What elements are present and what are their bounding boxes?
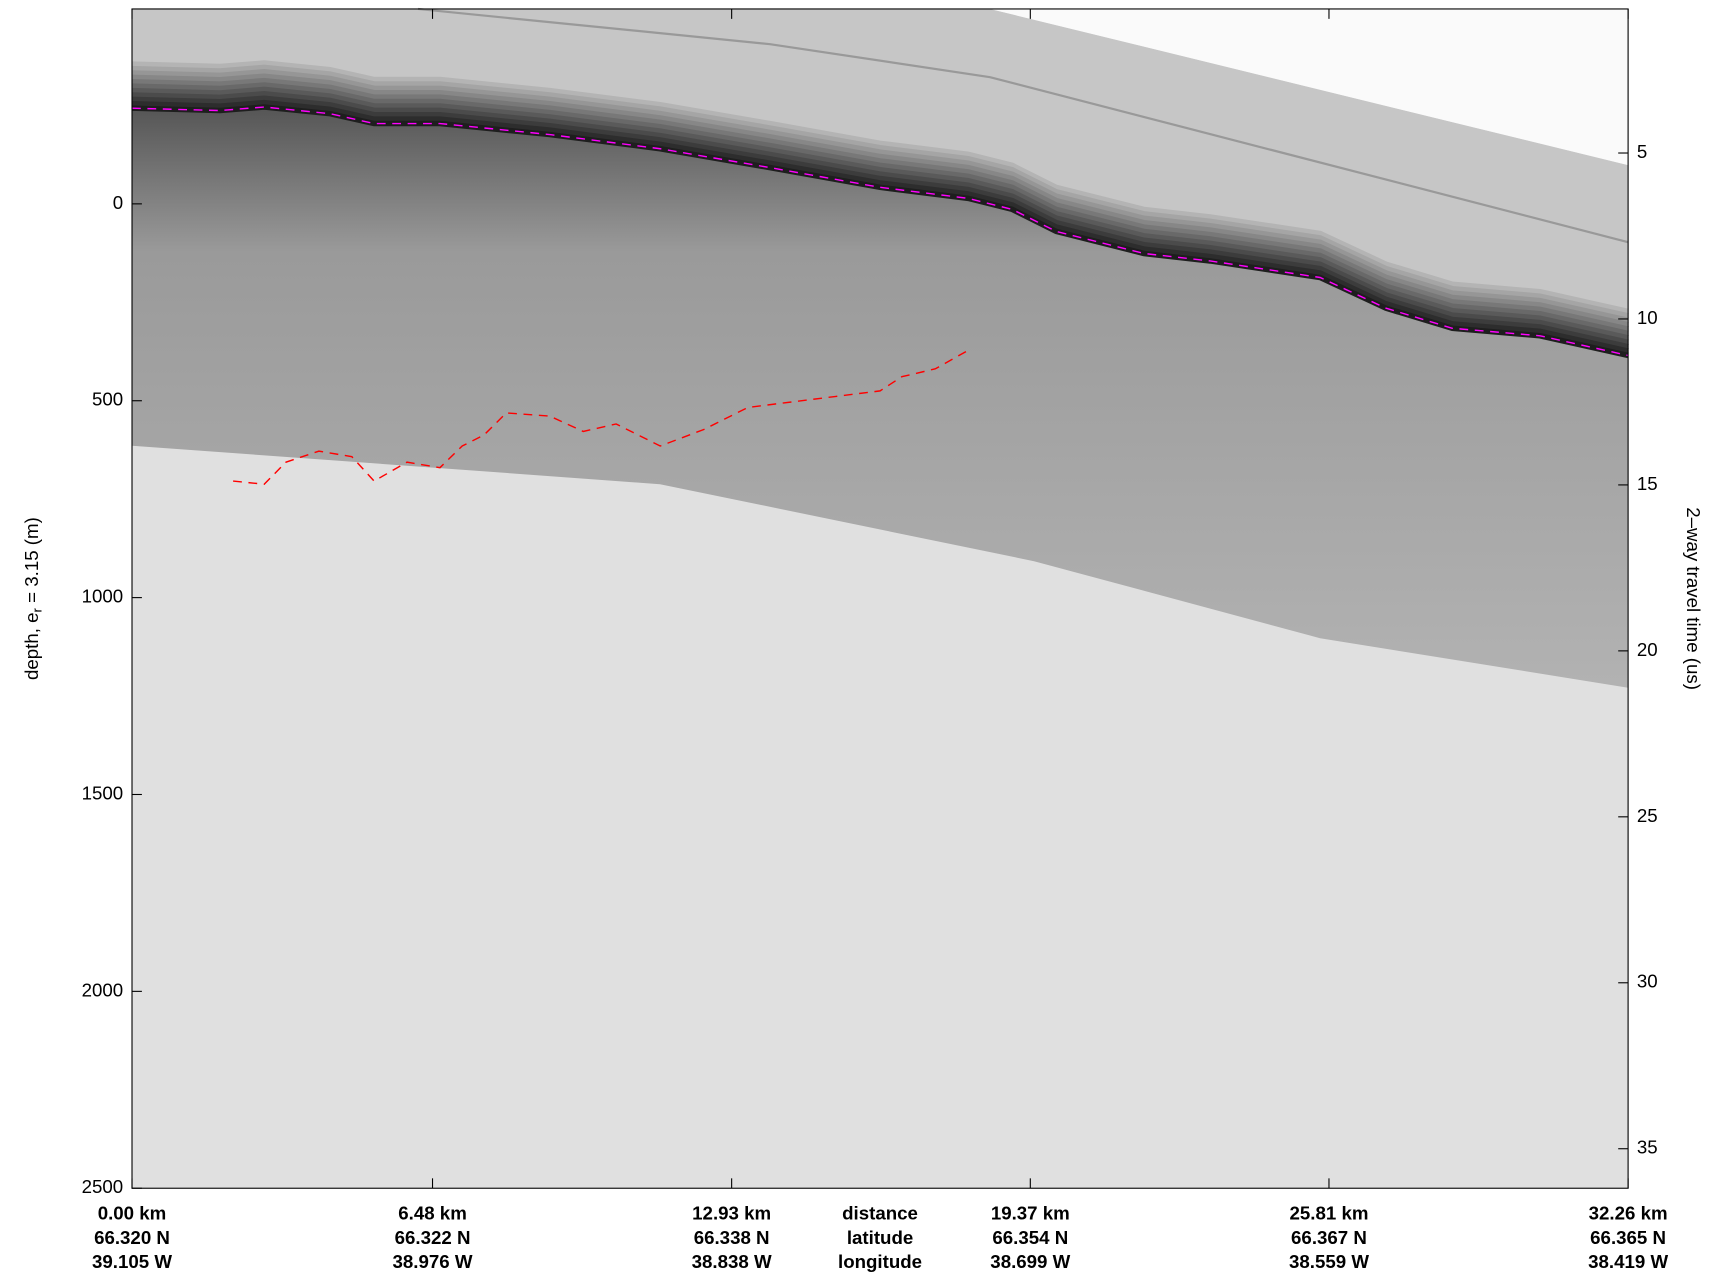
pick-line bbox=[131, 106, 1629, 357]
y2-tick-label: 15 bbox=[1637, 473, 1658, 494]
y-tick-label: 2500 bbox=[82, 1176, 124, 1197]
y2-tick-label: 10 bbox=[1637, 307, 1658, 328]
latitude-label: 66.365 N bbox=[1590, 1227, 1666, 1248]
surface-shade bbox=[131, 86, 1629, 341]
radargram-image bbox=[131, 7, 1629, 1189]
x-tick-label: 19.37 km bbox=[991, 1203, 1070, 1224]
y-axis-label: depth, er = 3.15 (m) bbox=[21, 517, 45, 680]
row-label: latitude bbox=[847, 1227, 913, 1248]
y-tick-label: 0 bbox=[113, 192, 123, 213]
x-tick-label: 12.93 km bbox=[692, 1203, 771, 1224]
row-label: distance bbox=[842, 1203, 918, 1224]
x-tick-label: 6.48 km bbox=[398, 1203, 467, 1224]
y2-tick-label: 35 bbox=[1637, 1137, 1658, 1158]
y2-tick-label: 30 bbox=[1637, 971, 1658, 992]
longitude-label: 38.419 W bbox=[1588, 1251, 1668, 1272]
y2-tick-label: 5 bbox=[1637, 141, 1647, 162]
x-tick-label: 0.00 km bbox=[98, 1203, 167, 1224]
ice-layer bbox=[132, 107, 1629, 688]
air-line bbox=[417, 7, 1629, 244]
surface-shade bbox=[131, 60, 1629, 315]
longitude-label: 39.105 W bbox=[92, 1251, 172, 1272]
longitude-label: 38.559 W bbox=[1289, 1251, 1369, 1272]
top-white bbox=[990, 8, 1629, 166]
surface-shade bbox=[131, 82, 1629, 337]
surface-shade bbox=[131, 69, 1629, 323]
latitude-label: 66.338 N bbox=[694, 1227, 770, 1248]
longitude-label: 38.976 W bbox=[393, 1251, 473, 1272]
latitude-label: 66.367 N bbox=[1291, 1227, 1367, 1248]
y2-tick-label: 20 bbox=[1637, 639, 1658, 660]
surface-shade bbox=[131, 64, 1629, 319]
y2-tick-label: 25 bbox=[1637, 805, 1658, 826]
y-tick-label: 1000 bbox=[82, 586, 124, 607]
surface-shade bbox=[131, 91, 1629, 345]
surface-shade bbox=[131, 77, 1629, 332]
latitude-label: 66.354 N bbox=[992, 1227, 1068, 1248]
longitude-label: 38.838 W bbox=[692, 1251, 772, 1272]
latitude-label: 66.320 N bbox=[94, 1227, 170, 1248]
longitude-label: 38.699 W bbox=[990, 1251, 1070, 1272]
surface-shade bbox=[131, 99, 1629, 354]
y2-axis-label: 2–way travel time (us) bbox=[1683, 507, 1704, 690]
x-tick-label: 25.81 km bbox=[1289, 1203, 1368, 1224]
surface-shade bbox=[131, 73, 1629, 328]
surface-shade bbox=[131, 95, 1629, 350]
latitude-label: 66.322 N bbox=[395, 1227, 471, 1248]
x-tick-label: 32.26 km bbox=[1589, 1203, 1668, 1224]
row-label: longitude bbox=[838, 1251, 922, 1272]
pick-line bbox=[233, 349, 969, 485]
y-tick-label: 2000 bbox=[82, 979, 124, 1000]
y-tick-label: 500 bbox=[92, 389, 123, 410]
plot-frame bbox=[131, 8, 1629, 1189]
y-tick-label: 1500 bbox=[82, 782, 124, 803]
